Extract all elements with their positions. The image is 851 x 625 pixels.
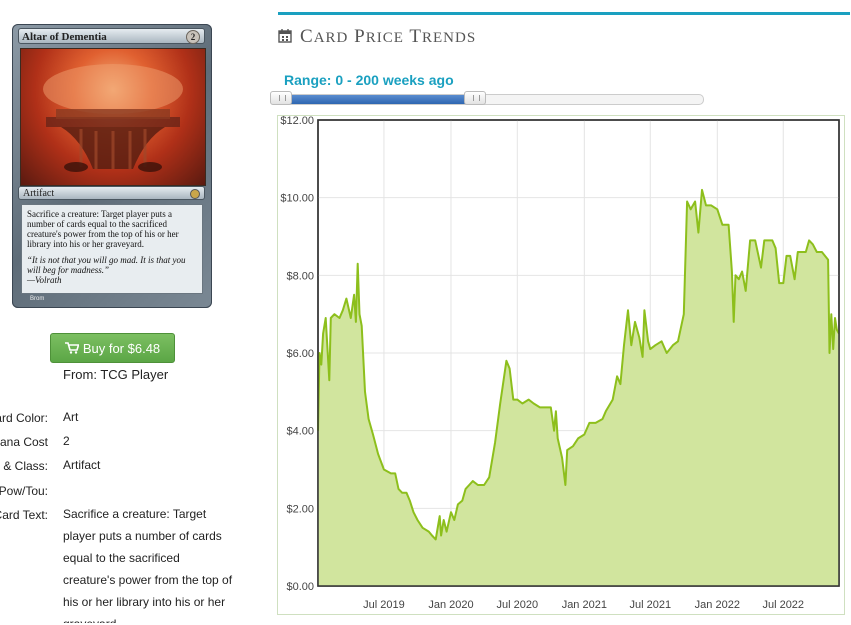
calendar-icon <box>278 27 292 49</box>
plot-border <box>317 119 840 587</box>
price-chart: $12.00 $10.00 $8.00 $6.00 $4.00 $2.00 $0.00 Jul… <box>280 115 840 611</box>
card-artist: Brom <box>30 296 45 302</box>
detail-value: Artifact <box>63 458 101 472</box>
section-divider <box>278 12 850 15</box>
detail-value: Sacrifice a creature: Target player puts… <box>63 507 233 623</box>
x-tick-label: Jan 2021 <box>562 599 607 611</box>
detail-label: Card Text: <box>0 508 48 522</box>
y-tick-label: $0.00 <box>286 581 314 593</box>
card-image: Altar of Dementia 2 Artifact Sacrifice a… <box>12 24 212 308</box>
detail-value: 2 <box>63 434 70 448</box>
card-type-line: Artifact <box>23 188 55 199</box>
card-flavor-text: “It is not that you will go mad. It is t… <box>27 255 186 275</box>
set-symbol-icon <box>190 189 200 199</box>
card-title-bar: Altar of Dementia 2 <box>18 28 205 44</box>
section-title-text: CARD PRICE TRENDS <box>300 26 477 47</box>
detail-label: Mana Cost <box>0 435 48 449</box>
mana-symbol: 2 <box>186 30 200 44</box>
x-tick-label: Jul 2019 <box>363 599 405 611</box>
card-art <box>20 48 206 186</box>
x-tick-label: Jan 2022 <box>695 599 740 611</box>
buy-source: From: TCG Player <box>63 367 169 382</box>
y-tick-label: $10.00 <box>280 193 314 205</box>
card-type-bar: Artifact <box>18 186 205 200</box>
price-area <box>318 189 839 586</box>
card-flavor-author: —Volrath <box>27 275 62 285</box>
section-title: CARD PRICE TRENDS <box>278 26 476 49</box>
card-name: Altar of Dementia <box>22 31 107 43</box>
x-tick-label: Jul 2020 <box>496 599 538 611</box>
chart-frame <box>277 115 845 615</box>
y-tick-label: $8.00 <box>286 270 314 282</box>
range-slider-fill <box>273 95 476 104</box>
detail-label: Pow/Tou: <box>0 484 48 498</box>
y-tick-label: $2.00 <box>286 503 314 515</box>
range-slider-handle-start[interactable] <box>270 91 292 105</box>
range-label: Range: 0 - 200 weeks ago <box>284 72 454 88</box>
y-tick-label: $12.00 <box>280 115 314 127</box>
cart-icon <box>64 335 80 365</box>
detail-label: Type & Class: <box>0 459 48 473</box>
buy-label: Buy for $6.48 <box>82 341 161 356</box>
x-tick-label: Jan 2020 <box>428 599 473 611</box>
detail-value: Art <box>63 410 79 424</box>
range-slider[interactable] <box>272 94 704 105</box>
range-slider-handle-end[interactable] <box>464 91 486 105</box>
buy-button[interactable]: Buy for $6.48 <box>50 333 175 363</box>
detail-label: Card Color: <box>0 411 48 425</box>
card-text-box: Sacrifice a creature: Target player puts… <box>21 204 203 294</box>
card-rules-text: Sacrifice a creature: Target player puts… <box>27 209 179 249</box>
altar-illustration <box>43 64 183 172</box>
price-line <box>317 188 840 541</box>
y-tick-label: $6.00 <box>286 348 314 360</box>
x-tick-label: Jul 2021 <box>629 599 671 611</box>
y-tick-label: $4.00 <box>286 426 314 438</box>
x-tick-label: Jul 2022 <box>762 599 804 611</box>
